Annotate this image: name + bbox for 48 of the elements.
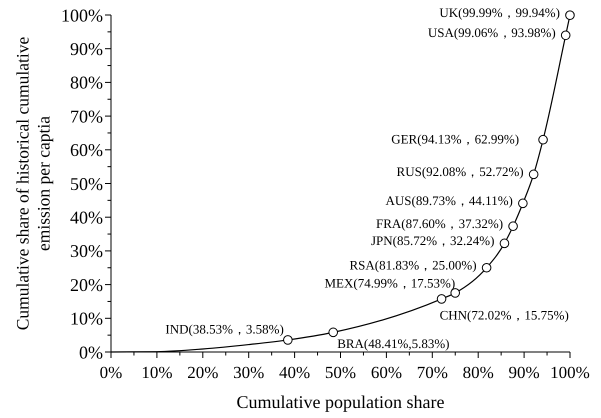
point bbox=[482, 262, 492, 273]
x-tick-label: 90% bbox=[508, 363, 540, 382]
x-tick-label: 50% bbox=[324, 363, 356, 382]
annotation: RUS(92.08%，52.72%) bbox=[396, 164, 524, 179]
point bbox=[436, 294, 446, 304]
y-tick-label: 30% bbox=[70, 241, 103, 262]
y-tick-label: 50% bbox=[70, 174, 103, 194]
point bbox=[450, 288, 460, 298]
x-tick-label: 80% bbox=[462, 363, 494, 382]
annotation: CHN(72.02%，15.75%) bbox=[440, 307, 569, 322]
x-tick-label: 70% bbox=[416, 363, 448, 382]
point bbox=[565, 10, 575, 20]
x-tick-label: 100% bbox=[550, 363, 590, 382]
y-tick-label: 90% bbox=[70, 39, 103, 59]
annotation: IND(38.53%，3.58%) bbox=[165, 321, 284, 336]
point bbox=[528, 170, 538, 180]
y-tick-label: 100% bbox=[61, 5, 103, 26]
x-tick-label: 10% bbox=[141, 363, 172, 382]
y-tick-label: 70% bbox=[70, 106, 103, 126]
point bbox=[328, 328, 338, 338]
x-tick-label: 40% bbox=[279, 363, 310, 382]
point bbox=[500, 238, 510, 248]
y-tick-label: 60% bbox=[70, 140, 103, 160]
annotation: MEX(74.99%，17.53%) bbox=[324, 275, 456, 290]
annotation: BRA(48.41%,5.83%) bbox=[337, 336, 450, 351]
y-tick-label: 20% bbox=[70, 274, 103, 295]
y-tick-label: 40% bbox=[70, 208, 103, 228]
annotation: UK(99.99%，99.94%) bbox=[439, 4, 560, 20]
annotation: USA(99.06%，93.98%) bbox=[428, 24, 556, 40]
point bbox=[283, 335, 293, 345]
annotation: RSA(81.83%，25.00%) bbox=[349, 257, 477, 272]
point bbox=[508, 221, 518, 232]
y-axis-title: Cumulative share of historical cumulative emission per captia bbox=[12, 36, 54, 330]
point bbox=[560, 30, 570, 40]
y-tick-label: 0% bbox=[79, 342, 103, 362]
y-tick-label: 80% bbox=[70, 72, 103, 93]
x-axis-title: Cumulative population share bbox=[236, 392, 444, 412]
annotation: AUS(89.73%，44.11%) bbox=[386, 192, 513, 208]
annotation: JPN(85.72%，32.24%) bbox=[370, 232, 494, 248]
annotation: FRA(87.60%，37.32%) bbox=[376, 216, 504, 231]
point bbox=[518, 198, 528, 208]
y-tick-label: 10% bbox=[70, 308, 103, 329]
point bbox=[538, 134, 548, 145]
x-tick-label: 60% bbox=[370, 363, 402, 382]
x-tick-label: 0% bbox=[100, 363, 122, 382]
x-tick-label: 30% bbox=[233, 363, 264, 382]
annotation: GER(94.13%，62.99%) bbox=[391, 131, 520, 146]
x-tick-label: 20% bbox=[187, 363, 218, 382]
